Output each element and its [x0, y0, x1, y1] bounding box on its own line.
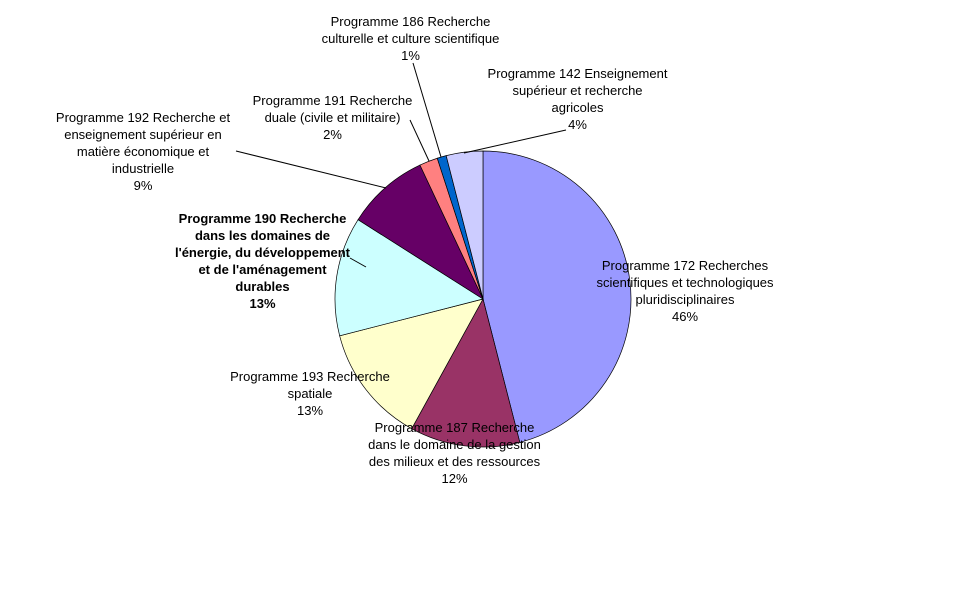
slice-label-programme-190: Programme 190 Recherche dans les domaine…	[174, 211, 351, 311]
pie-slices	[334, 150, 632, 448]
slice-label-programme-193: Programme 193 Recherche spatiale 13%	[230, 369, 390, 418]
pie-slice-3	[339, 298, 484, 430]
pie-slice-4	[334, 219, 484, 337]
leader-line-programme-192	[235, 150, 387, 189]
pie-slice-1	[482, 150, 632, 443]
pie-slice-8	[445, 150, 484, 300]
slice-label-programme-187: Programme 187 Recherche dans le domaine …	[368, 420, 541, 486]
leader-line-programme-191	[409, 119, 430, 162]
pie-slice-2	[411, 298, 521, 448]
slice-label-programme-172: Programme 172 Recherches scientifiques e…	[596, 258, 774, 324]
slice-label-programme-142: Programme 142 Enseignement supérieur et …	[487, 66, 668, 132]
leader-line-programme-142	[463, 129, 567, 154]
leader-line-programme-186	[412, 62, 442, 158]
slice-label-programme-191: Programme 191 Recherche duale (civile et…	[252, 93, 413, 142]
leader-line-programme-190	[349, 257, 367, 268]
leader-lines	[235, 62, 567, 268]
slice-label-programme-186: Programme 186 Recherche culturelle et cu…	[321, 14, 500, 63]
slice-label-programme-192: Programme 192 Recherche et enseignement …	[55, 110, 231, 193]
